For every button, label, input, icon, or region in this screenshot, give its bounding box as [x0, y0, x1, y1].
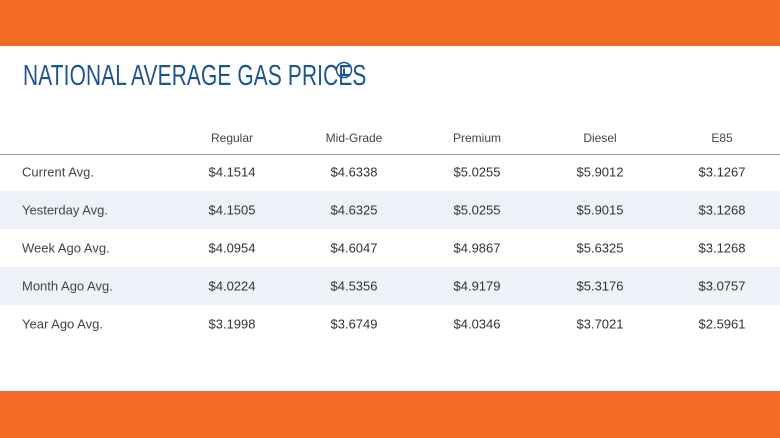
column-header: Premium — [452, 131, 502, 145]
price-cell: $4.6047 — [330, 240, 378, 256]
price-cell: $4.6325 — [330, 202, 378, 218]
price-cell: $5.9012 — [576, 164, 624, 180]
price-cell: $3.7021 — [576, 316, 624, 332]
price-cell: $3.1998 — [208, 316, 256, 332]
column-header: Regular — [210, 131, 254, 145]
row-label: Week Ago Avg. — [22, 240, 110, 256]
price-cell: $4.1514 — [208, 164, 256, 180]
price-cell: $3.1268 — [698, 202, 746, 218]
title: NATIONAL AVERAGE GAS PRICES — [23, 60, 367, 92]
row-stripe — [0, 191, 780, 229]
column-header: Diesel — [583, 131, 617, 145]
price-cell: $3.6749 — [330, 316, 378, 332]
column-header: Mid-Grade — [325, 131, 383, 145]
row-stripe — [0, 267, 780, 305]
price-cell: $5.3176 — [576, 278, 624, 294]
price-cell: $4.5356 — [330, 278, 378, 294]
row-label: Month Ago Avg. — [22, 278, 113, 294]
info-icon[interactable] — [335, 61, 353, 79]
column-header: E85 — [711, 131, 733, 145]
price-cell: $3.1267 — [698, 164, 746, 180]
price-cell: $5.0255 — [453, 164, 501, 180]
price-cell: $4.0224 — [208, 278, 256, 294]
price-cell: $4.0346 — [453, 316, 501, 332]
bottom-banner — [0, 391, 780, 438]
price-cell: $4.1505 — [208, 202, 256, 218]
price-cell: $5.9015 — [576, 202, 624, 218]
row-label: Yesterday Avg. — [22, 202, 109, 218]
price-cell: $5.6325 — [576, 240, 624, 256]
price-cell: $4.6338 — [330, 164, 378, 180]
price-cell: $4.9867 — [453, 240, 501, 256]
price-cell: $2.5961 — [698, 316, 746, 332]
top-banner — [0, 0, 780, 46]
row-label: Current Avg. — [22, 164, 95, 180]
price-cell: $4.0954 — [208, 240, 256, 256]
price-cell: $3.0757 — [698, 278, 746, 294]
price-cell: $3.1268 — [698, 240, 746, 256]
row-label: Year Ago Avg. — [22, 316, 103, 332]
price-cell: $4.9179 — [453, 278, 501, 294]
header-rule — [0, 154, 780, 155]
price-cell: $5.0255 — [453, 202, 501, 218]
